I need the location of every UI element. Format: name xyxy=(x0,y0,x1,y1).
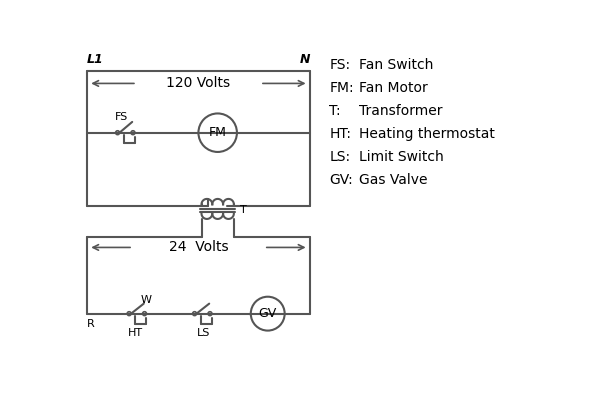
Text: R: R xyxy=(87,320,94,330)
Text: Heating thermostat: Heating thermostat xyxy=(359,127,494,141)
Text: Fan Motor: Fan Motor xyxy=(359,81,427,95)
Text: Transformer: Transformer xyxy=(359,104,442,118)
Text: GV:: GV: xyxy=(329,174,353,188)
Text: 24  Volts: 24 Volts xyxy=(169,240,228,254)
Text: FS:: FS: xyxy=(329,58,350,72)
Text: W: W xyxy=(140,295,152,305)
Text: Limit Switch: Limit Switch xyxy=(359,150,443,164)
Text: 120 Volts: 120 Volts xyxy=(166,76,231,90)
Text: Fan Switch: Fan Switch xyxy=(359,58,433,72)
Text: HT:: HT: xyxy=(329,127,351,141)
Text: N: N xyxy=(300,53,310,66)
Text: LS: LS xyxy=(197,328,211,338)
Text: FM:: FM: xyxy=(329,81,354,95)
Text: Gas Valve: Gas Valve xyxy=(359,174,427,188)
Text: FM: FM xyxy=(209,126,227,139)
Text: T:: T: xyxy=(329,104,341,118)
Text: LS:: LS: xyxy=(329,150,350,164)
Text: L1: L1 xyxy=(87,53,103,66)
Text: HT: HT xyxy=(127,328,143,338)
Text: T: T xyxy=(240,206,247,216)
Text: GV: GV xyxy=(258,307,277,320)
Text: FS: FS xyxy=(115,112,128,122)
